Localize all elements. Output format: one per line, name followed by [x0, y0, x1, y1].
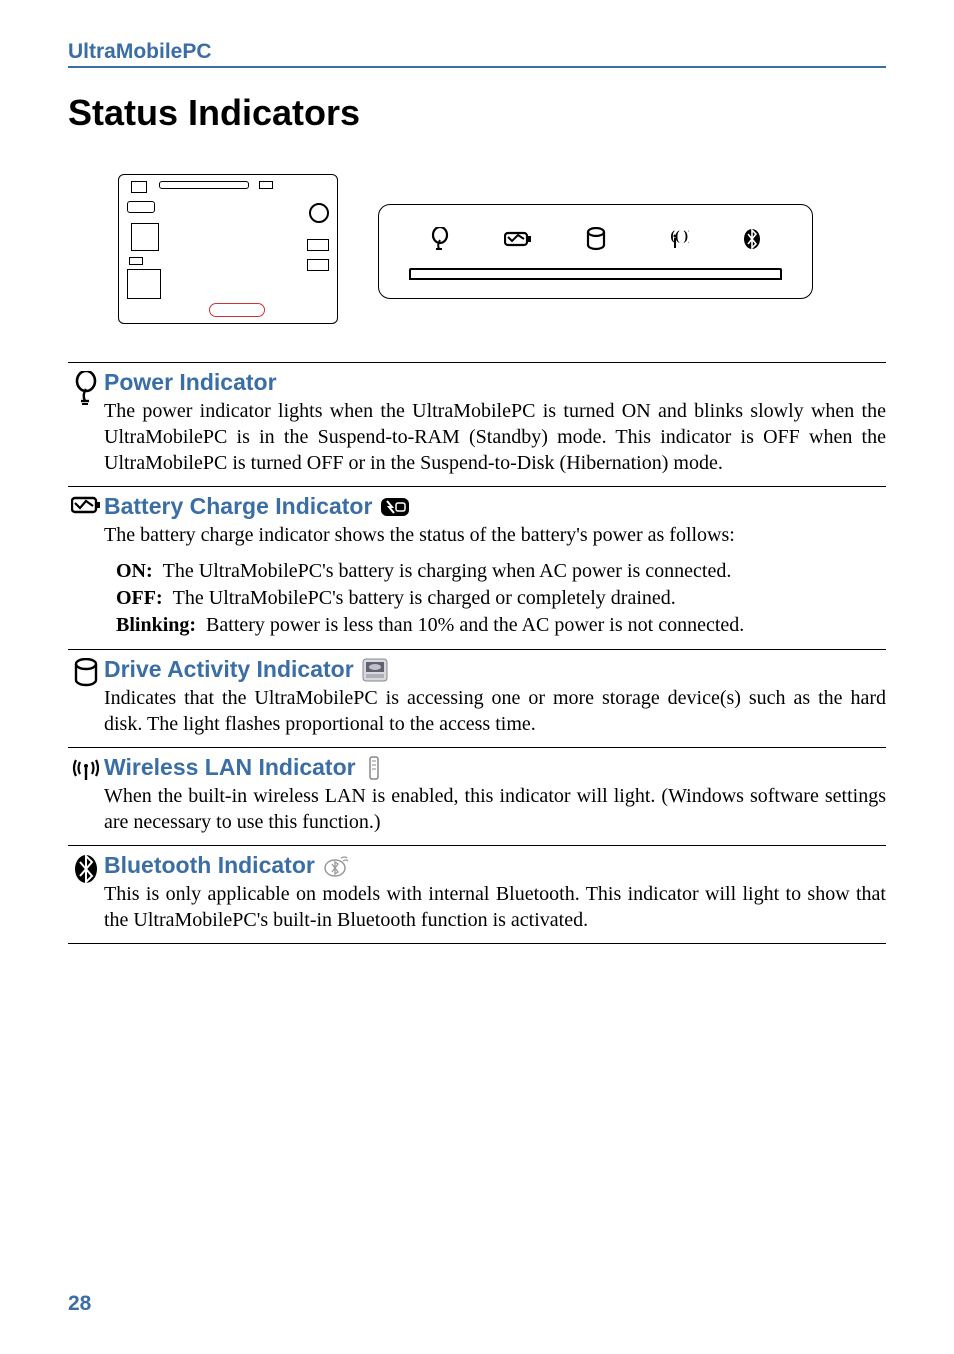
section-text: This is only applicable on models with i…: [104, 881, 886, 933]
panel-bar: [409, 268, 782, 280]
drive-icon: [586, 227, 606, 257]
section-power: Power Indicator The power indicator ligh…: [68, 363, 886, 487]
heading-text: Power Indicator: [104, 369, 277, 396]
power-icon: [430, 227, 450, 257]
wireless-icon: [68, 756, 104, 782]
bluetooth-tray-icon: [323, 854, 351, 878]
section-heading: Bluetooth Indicator: [104, 852, 886, 879]
state-label: ON:: [116, 560, 153, 582]
page-title: Status Indicators: [68, 92, 886, 134]
section-battery: Battery Charge Indicator The battery cha…: [68, 487, 886, 650]
heading-text: Wireless LAN Indicator: [104, 754, 356, 781]
section-bluetooth: Bluetooth Indicator This is only applica…: [68, 846, 886, 944]
drive-icon: [68, 658, 104, 688]
page-number: 28: [68, 1292, 91, 1316]
bluetooth-icon: [743, 228, 761, 256]
heading-text: Battery Charge Indicator: [104, 493, 372, 520]
section-text: Indicates that the UltraMobilePC is acce…: [104, 685, 886, 737]
section-text: The power indicator lights when the Ultr…: [104, 398, 886, 476]
section-heading: Power Indicator: [104, 369, 886, 396]
indicator-panel-figure: (()): [378, 204, 813, 299]
heading-text: Drive Activity Indicator: [104, 656, 354, 683]
state-label: Blinking:: [116, 614, 196, 636]
section-wireless: Wireless LAN Indicator When the built-in…: [68, 748, 886, 846]
section-intro: The battery charge indicator shows the s…: [104, 522, 886, 548]
battery-tray-icon: [380, 497, 410, 517]
battery-icon: [68, 495, 104, 515]
battery-states: ON: The UltraMobilePC's battery is charg…: [104, 558, 886, 639]
section-heading: Wireless LAN Indicator: [104, 754, 886, 781]
heading-text: Bluetooth Indicator: [104, 852, 315, 879]
state-label: OFF:: [116, 587, 163, 609]
section-heading: Battery Charge Indicator: [104, 493, 886, 520]
section-text: When the built-in wireless LAN is enable…: [104, 783, 886, 835]
figures-row: (()): [68, 174, 886, 324]
state-desc: Battery power is less than 10% and the A…: [206, 614, 744, 636]
svg-text:)): )): [683, 229, 689, 244]
section-drive: Drive Activity Indicator Indicates that …: [68, 650, 886, 748]
wireless-tray-icon: [364, 755, 384, 781]
page-header: UltraMobilePC: [68, 40, 886, 68]
power-icon: [68, 371, 104, 405]
drive-tray-icon: [362, 658, 388, 682]
wireless-icon: (()): [661, 228, 689, 256]
state-desc: The UltraMobilePC's battery is charged o…: [173, 587, 676, 609]
state-desc: The UltraMobilePC's battery is charging …: [163, 560, 732, 582]
battery-icon: [504, 230, 532, 254]
device-figure: [118, 174, 338, 324]
bluetooth-icon: [68, 854, 104, 884]
section-heading: Drive Activity Indicator: [104, 656, 886, 683]
